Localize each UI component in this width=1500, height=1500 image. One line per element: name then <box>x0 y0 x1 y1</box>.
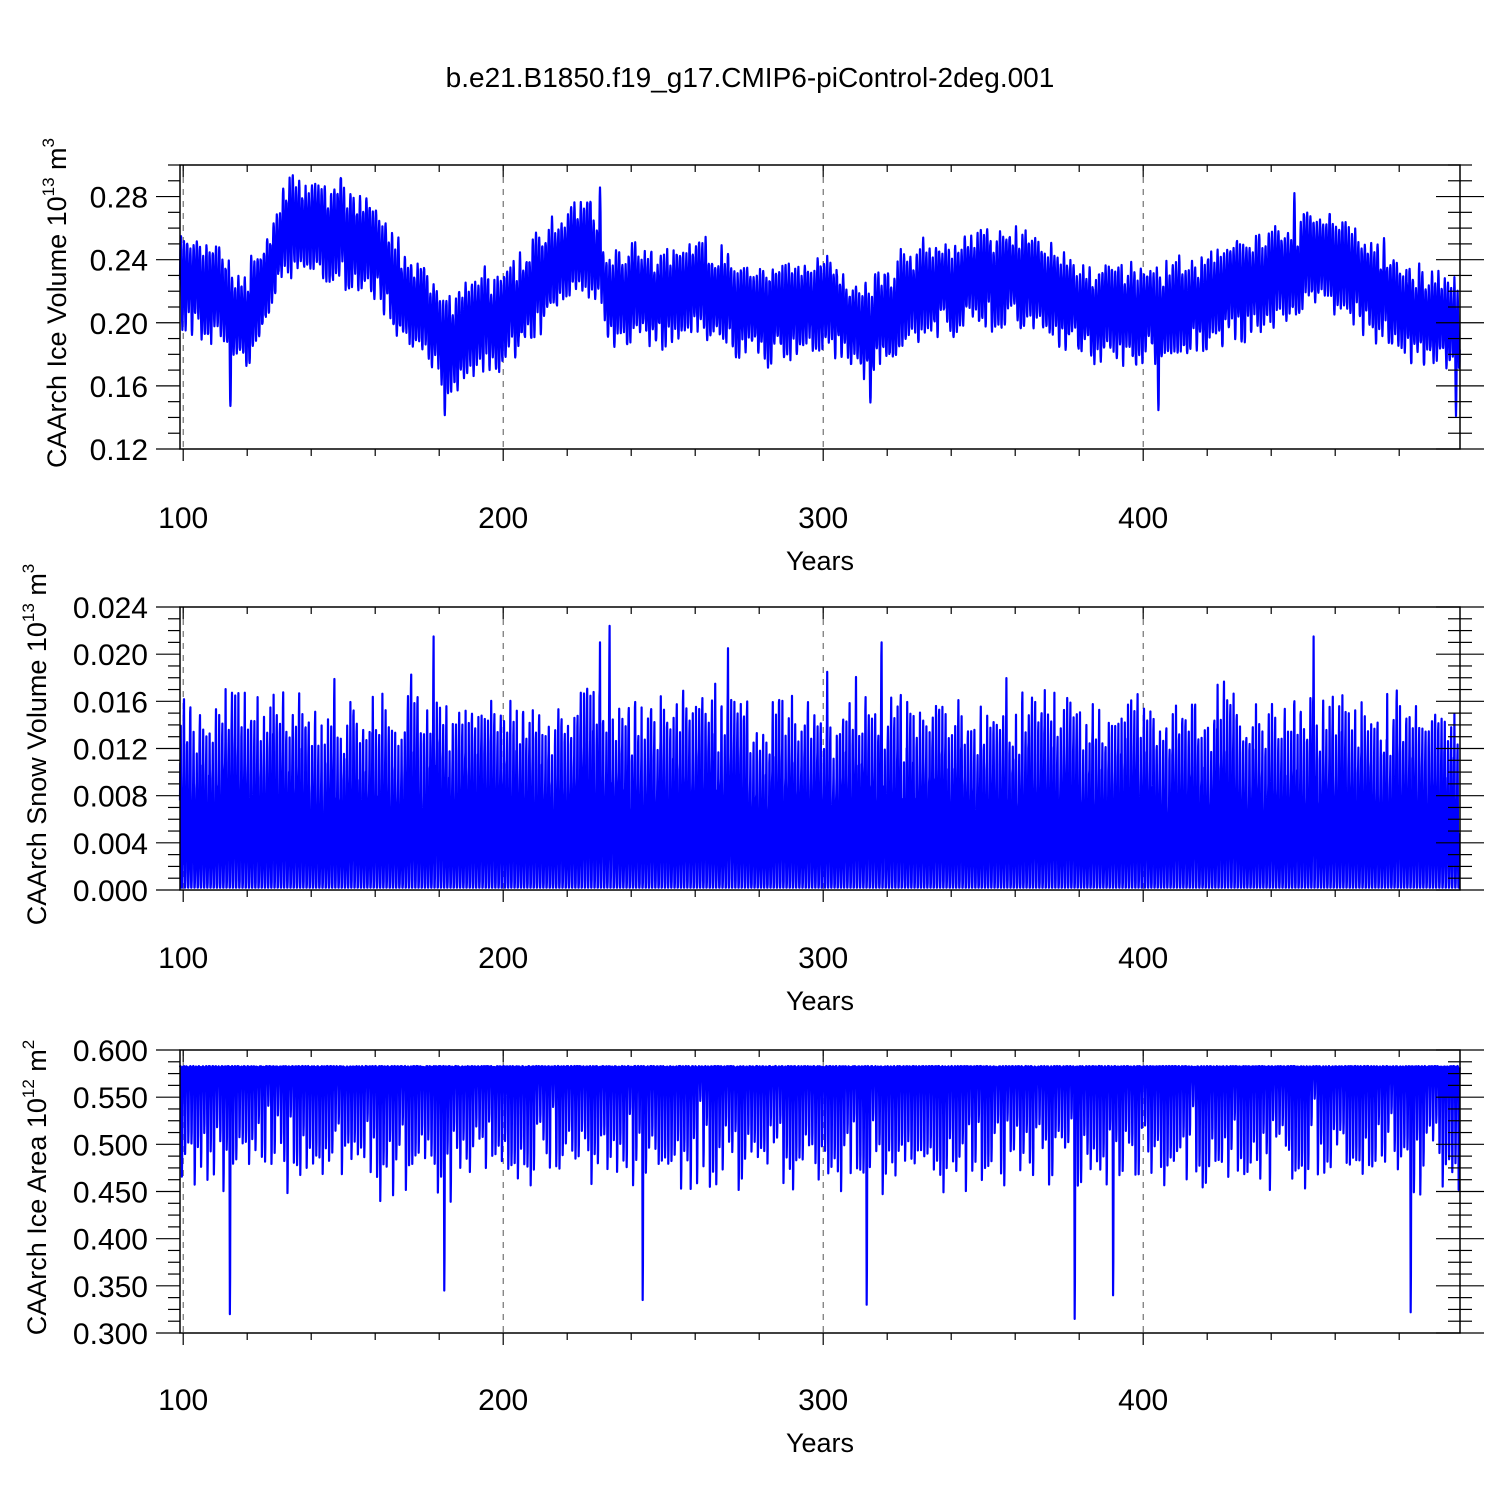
x-tick-label: 400 <box>1118 942 1168 975</box>
x-axis-title: Years <box>786 546 854 576</box>
x-tick-label: 200 <box>478 1384 528 1417</box>
y-tick-label: 0.004 <box>73 828 148 861</box>
x-axis-title: Years <box>786 986 854 1016</box>
y-axis-title: CAArch Ice Area 1012 m2 <box>19 1040 52 1336</box>
x-tick-label: 100 <box>158 502 208 535</box>
y-tick-label: 0.450 <box>73 1177 148 1210</box>
y-tick-label: 0.012 <box>73 734 148 767</box>
x-tick-label: 400 <box>1118 502 1168 535</box>
y-tick-label: 0.000 <box>73 875 148 908</box>
x-tick-label: 100 <box>158 942 208 975</box>
x-tick-label: 100 <box>158 1384 208 1417</box>
y-tick-label: 0.28 <box>90 182 148 215</box>
x-tick-label: 200 <box>478 502 528 535</box>
panel-snow-volume: 100 200 300 400 0.000 0.004 0.008 0.012 0.016 0.0… <box>19 564 1484 1016</box>
series-line <box>178 624 1461 889</box>
y-tick-label: 0.12 <box>90 434 148 467</box>
x-tick-label: 200 <box>478 942 528 975</box>
y-tick-label: 0.500 <box>73 1129 148 1162</box>
panel-ice-volume: 100 200 300 400 0.12 0.16 0.20 0.24 0.28 Years CAA… <box>39 138 1484 576</box>
y-tick-label: 0.350 <box>73 1271 148 1304</box>
x-tick-label: 300 <box>798 502 848 535</box>
y-tick-label: 0.16 <box>90 371 148 404</box>
y-tick-label: 0.600 <box>73 1035 148 1068</box>
y-tick-label: 0.550 <box>73 1082 148 1115</box>
panel-ice-area: 100 200 300 400 0.300 0.350 0.400 0.450 0.500 0.5… <box>19 1035 1484 1458</box>
y-tick-label: 0.24 <box>90 245 148 278</box>
figure-title: b.e21.B1850.f19_g17.CMIP6-piControl-2deg… <box>445 62 1055 93</box>
y-tick-label: 0.020 <box>73 639 148 672</box>
x-tick-label: 400 <box>1118 1384 1168 1417</box>
y-tick-label: 0.024 <box>73 592 148 625</box>
y-axis-title: CAArch Ice Volume 1013 m3 <box>39 138 72 468</box>
y-tick-label: 0.008 <box>73 781 148 814</box>
x-tick-label: 300 <box>798 1384 848 1417</box>
y-axis-title: CAArch Snow Volume 1013 m3 <box>19 564 52 926</box>
x-tick-label: 300 <box>798 942 848 975</box>
y-tick-label: 0.400 <box>73 1224 148 1257</box>
x-axis-title: Years <box>786 1428 854 1458</box>
series-line <box>178 174 1461 418</box>
series-line <box>178 1064 1461 1320</box>
y-tick-label: 0.20 <box>90 308 148 341</box>
y-tick-label: 0.300 <box>73 1318 148 1351</box>
y-tick-label: 0.016 <box>73 686 148 719</box>
